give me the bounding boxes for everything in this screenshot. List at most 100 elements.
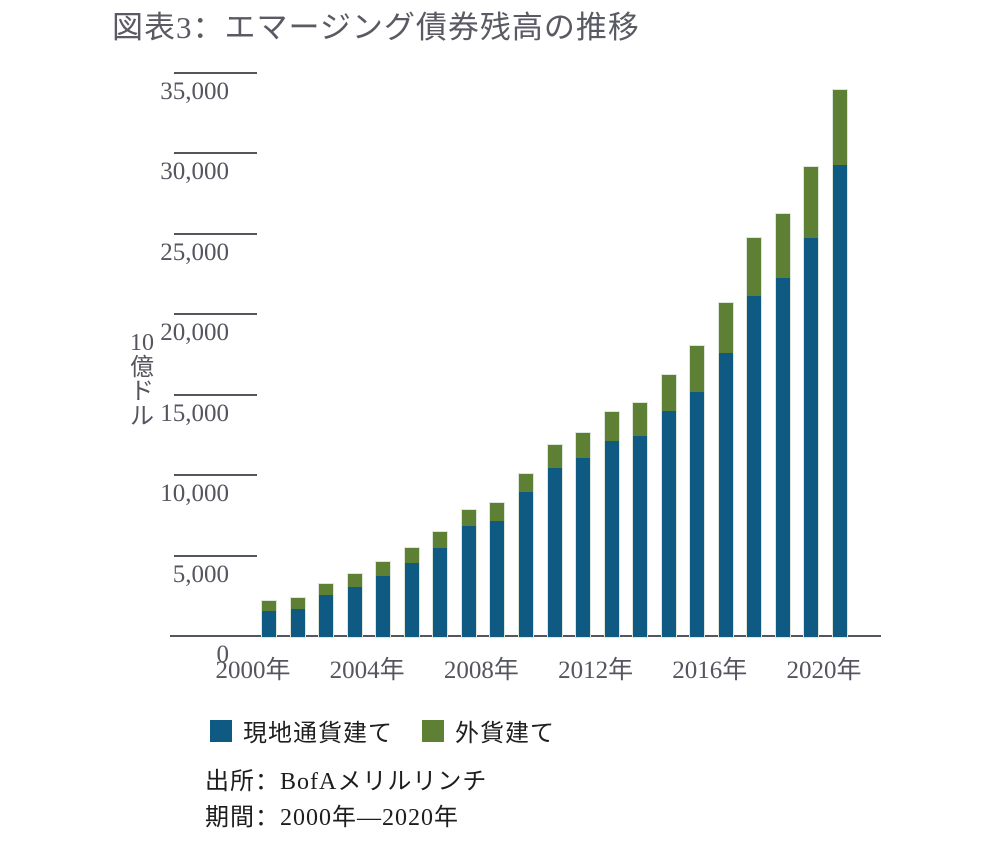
bar-segment-local-2001 bbox=[290, 608, 305, 637]
bar-segment-foreign-2007 bbox=[461, 509, 476, 526]
bar-segment-local-2011 bbox=[576, 458, 591, 637]
y-tick-label: 20,000 bbox=[160, 319, 229, 346]
bar-2019 bbox=[804, 166, 819, 637]
bar-segment-local-2008 bbox=[490, 521, 505, 637]
bar-2017 bbox=[747, 237, 762, 637]
source-note: 出所：BofAメリルリンチ 期間：2000年―2020年 bbox=[205, 764, 487, 836]
bar-2002 bbox=[319, 583, 334, 637]
bar-segment-foreign-2010 bbox=[547, 445, 562, 468]
bar-segment-foreign-2018 bbox=[775, 213, 790, 278]
bar-2015 bbox=[690, 345, 705, 637]
bar-segment-local-2020 bbox=[833, 165, 847, 637]
bar-2014 bbox=[661, 375, 676, 637]
bar-segment-local-2018 bbox=[775, 277, 790, 637]
bar-segment-foreign-2012 bbox=[604, 411, 619, 441]
bar-segment-local-2004 bbox=[376, 575, 391, 637]
bar-2020 bbox=[833, 89, 847, 637]
y-tick-label: 10,000 bbox=[160, 480, 229, 507]
bar-2007 bbox=[461, 509, 476, 637]
bar-segment-local-2016 bbox=[718, 352, 733, 637]
legend-item-0: 現地通貨建て bbox=[210, 713, 393, 748]
y-axis-label-char: 億 bbox=[130, 354, 154, 381]
y-axis-label-char: ド bbox=[130, 379, 154, 405]
bar-2004 bbox=[376, 562, 391, 637]
bar-segment-local-2010 bbox=[547, 467, 562, 637]
bar-segment-foreign-2006 bbox=[433, 532, 448, 549]
bar-segment-foreign-2017 bbox=[747, 237, 762, 296]
y-tick-line bbox=[174, 393, 257, 396]
legend: 現地通貨建て 外貨建て bbox=[210, 713, 555, 748]
bar-segment-local-2003 bbox=[347, 587, 362, 637]
bar-segment-foreign-2005 bbox=[404, 548, 419, 563]
bar-segment-foreign-2020 bbox=[833, 89, 847, 166]
y-tick-label: 15,000 bbox=[160, 399, 229, 427]
bar-segment-local-2014 bbox=[661, 410, 676, 637]
bar-segment-local-2012 bbox=[604, 440, 619, 637]
legend-label: 外貨建て bbox=[455, 721, 555, 747]
bar-segment-local-2015 bbox=[690, 392, 705, 637]
bar-segment-local-2007 bbox=[461, 525, 476, 637]
legend-item-1: 外貨建て bbox=[422, 713, 555, 748]
bar-2010 bbox=[547, 445, 562, 637]
y-tick-line bbox=[174, 152, 257, 154]
y-tick-line bbox=[174, 474, 257, 476]
y-tick-label: 30,000 bbox=[160, 158, 229, 185]
bar-segment-local-2002 bbox=[319, 595, 334, 637]
bar-segment-foreign-2008 bbox=[490, 503, 505, 522]
y-axis-label: 10 億ドル bbox=[125, 331, 159, 429]
bar-segment-foreign-2002 bbox=[319, 583, 334, 596]
x-tick-label: 2008年 bbox=[443, 657, 519, 684]
legend-swatch-icon bbox=[422, 719, 444, 742]
bar-2018 bbox=[775, 213, 790, 637]
y-axis-label-char: 10 bbox=[130, 330, 154, 356]
bar-segment-local-2005 bbox=[404, 562, 419, 637]
bar-segment-foreign-2003 bbox=[347, 574, 362, 588]
x-tick-label: 2020年 bbox=[786, 657, 862, 684]
y-axis-label-char: ル bbox=[130, 403, 154, 430]
bar-segment-foreign-2009 bbox=[518, 473, 533, 493]
legend-swatch-icon bbox=[210, 719, 232, 742]
bar-2003 bbox=[347, 574, 362, 637]
bar-segment-foreign-2014 bbox=[661, 375, 676, 411]
bar-segment-foreign-2001 bbox=[290, 598, 305, 609]
x-tick-label: 2012年 bbox=[558, 657, 634, 684]
bar-segment-local-2019 bbox=[804, 237, 819, 637]
y-tick-line bbox=[174, 313, 257, 315]
y-tick-label: 0 bbox=[216, 641, 230, 668]
bar-2011 bbox=[576, 433, 591, 637]
bar-segment-local-2000 bbox=[262, 611, 276, 637]
bar-2012 bbox=[604, 411, 619, 637]
bar-2000 bbox=[262, 600, 276, 637]
bar-segment-foreign-2016 bbox=[718, 302, 733, 353]
bar-segment-local-2006 bbox=[433, 548, 448, 637]
bar-2013 bbox=[633, 402, 648, 637]
bar-segment-foreign-2011 bbox=[576, 433, 591, 459]
bar-2016 bbox=[718, 302, 733, 637]
x-tick-label: 2000年 bbox=[215, 657, 291, 684]
chart-title: 図表3：エマージング債券残高の推移 bbox=[112, 10, 640, 45]
source-line-2: 期間：2000年―2020年 bbox=[205, 805, 459, 831]
y-tick-line bbox=[174, 232, 257, 235]
y-tick-line bbox=[174, 71, 257, 74]
bar-2009 bbox=[518, 473, 533, 637]
legend-label: 現地通貨建て bbox=[243, 721, 393, 747]
x-tick-label: 2016年 bbox=[672, 657, 748, 684]
bar-segment-local-2017 bbox=[747, 295, 762, 637]
bar-2008 bbox=[490, 503, 505, 637]
bar-segment-local-2013 bbox=[633, 435, 648, 637]
bar-segment-local-2009 bbox=[518, 492, 533, 637]
x-tick-label: 2004年 bbox=[329, 657, 405, 684]
source-line-1: 出所：BofAメリルリンチ bbox=[205, 769, 488, 795]
y-tick-label: 5,000 bbox=[172, 560, 229, 588]
bar-segment-foreign-2019 bbox=[804, 166, 819, 238]
bar-segment-foreign-2015 bbox=[690, 345, 705, 393]
y-tick-label: 25,000 bbox=[160, 238, 229, 266]
bar-2001 bbox=[290, 598, 305, 637]
bar-segment-foreign-2013 bbox=[633, 402, 648, 436]
bar-segment-foreign-2000 bbox=[262, 600, 276, 612]
bar-segment-foreign-2004 bbox=[376, 562, 391, 576]
bar-2006 bbox=[433, 532, 448, 637]
y-tick-label: 35,000 bbox=[160, 77, 229, 105]
